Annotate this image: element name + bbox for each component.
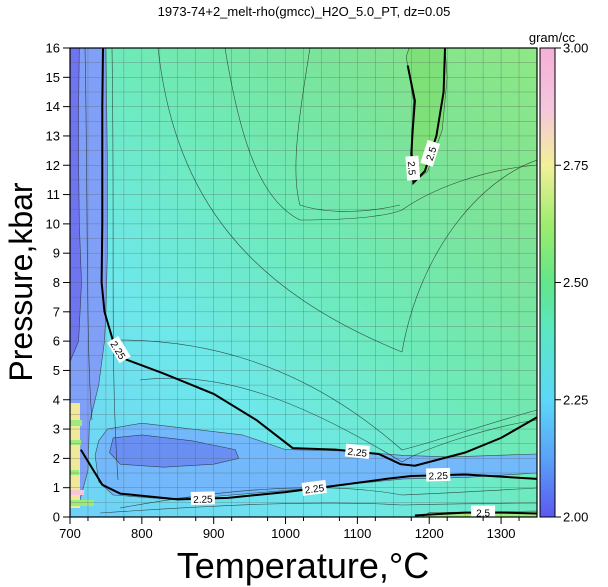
contour-label-bg — [405, 155, 421, 181]
y-tick-label: 10 — [46, 216, 60, 231]
y-tick-label: 5 — [53, 363, 60, 378]
contour-label: 2.5 — [425, 145, 440, 162]
contour-label: 2.25 — [304, 483, 325, 496]
y-tick-label: 8 — [53, 275, 60, 290]
colorbar-tick-label: 2.50 — [563, 275, 588, 290]
contour-label-bg — [471, 505, 496, 517]
contour-label-bg — [420, 139, 441, 167]
minor-contours — [84, 48, 537, 514]
contour-label: 2.5 — [476, 509, 490, 520]
x-tick-label: 1000 — [271, 526, 300, 541]
y-tick-label: 1 — [53, 480, 60, 495]
y-tick-label: 15 — [46, 70, 60, 85]
y-tick-label: 0 — [53, 510, 60, 525]
x-tick-label: 1300 — [487, 526, 516, 541]
colorbar-unit-label: gram/cc — [529, 30, 576, 45]
contour-label-group: 2.25 — [426, 467, 451, 483]
high-density-patch — [70, 403, 120, 517]
plot-area: 2.252.252.252.252.252.52.52.5 — [70, 48, 537, 520]
colorbar-tick-label: 2.25 — [563, 392, 588, 407]
contour-line-3 — [414, 511, 537, 517]
x-tick-label: 700 — [59, 526, 81, 541]
contour-line-0 — [100, 48, 537, 467]
y-tick-label: 11 — [47, 187, 61, 202]
contour-label-group: 2.5 — [420, 139, 441, 167]
colorbar-tick-label: 3.00 — [563, 41, 588, 56]
y-tick-label: 6 — [53, 334, 60, 349]
colorbar: gram/cc 2.00 2.25 2.50 2.75 3.00 — [529, 30, 588, 525]
colorbar-gradient — [539, 47, 556, 518]
y-tick-label: 16 — [46, 41, 60, 56]
y-tick-label: 7 — [53, 304, 60, 319]
colorbar-tick-label: 2.00 — [563, 510, 588, 525]
y-tick-label: 2 — [53, 451, 60, 466]
x-tick-label: 800 — [131, 526, 153, 541]
contour-label-bg — [107, 336, 131, 364]
contour-label-bg — [426, 467, 451, 482]
contour-label: 2.25 — [347, 447, 368, 460]
contour-label: 2.5 — [405, 161, 417, 176]
contour-label-group: 2.25 — [190, 491, 216, 506]
contour-label-group: 2.5 — [405, 155, 421, 181]
contour-label-bg — [344, 443, 371, 459]
y-tick-label: 13 — [46, 128, 60, 143]
y-tick-label: 4 — [53, 392, 60, 407]
y-tick-label: 14 — [46, 99, 60, 114]
contour-label-group: 2.25 — [301, 479, 327, 497]
y-tick-label: 3 — [53, 422, 60, 437]
chart-title: 1973-74+2_melt-rho(gmcc)_H2O_5.0_PT, dz=… — [158, 4, 451, 19]
x-axis-label: Temperature,°C — [177, 545, 430, 586]
x-tick-label: 900 — [203, 526, 225, 541]
x-tick-label: 1200 — [415, 526, 444, 541]
x-tick-label: 1100 — [343, 526, 371, 541]
colorbar-tick-label: 2.75 — [563, 158, 588, 173]
y-tick-label: 9 — [53, 246, 60, 261]
contour-line-2 — [406, 48, 446, 186]
contour-label-group: 2.25 — [344, 443, 371, 460]
y-axis-label: Pressure,kbar — [3, 182, 39, 382]
contour-label-bg — [301, 479, 327, 496]
contour-label-bg — [190, 491, 216, 506]
contour-label-group: 2.5 — [471, 505, 496, 520]
contour-label: 2.25 — [428, 471, 448, 483]
y-tick-label: 12 — [46, 158, 60, 173]
contour-label: 2.25 — [193, 494, 213, 506]
